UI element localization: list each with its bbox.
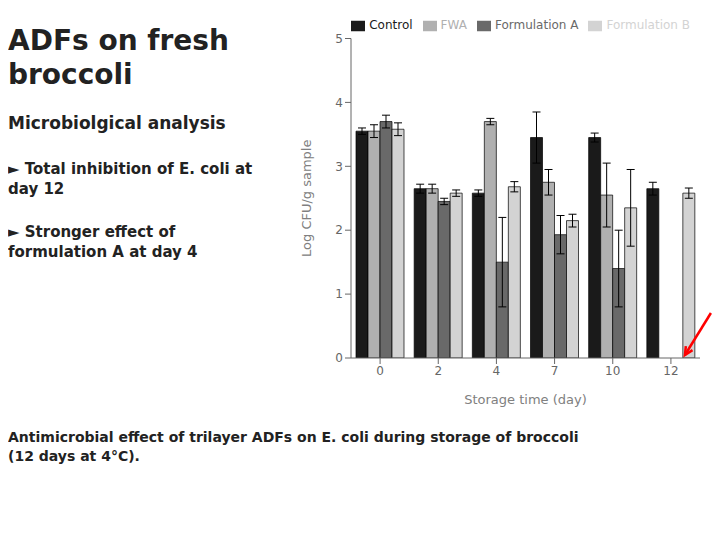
svg-text:2: 2 (335, 223, 343, 237)
svg-text:4: 4 (493, 364, 501, 378)
svg-text:Log CFU/g sample: Log CFU/g sample (299, 140, 314, 257)
html-text:Control: Control (369, 18, 413, 32)
html-text:Antimicrobial effect of trilay: Antimicrobial effect of trilayer ADFs on… (8, 429, 579, 464)
svg-text:2: 2 (434, 364, 442, 378)
html-text:► Total inhibition of E. coli: ► Total inhibition of E. coli at day 12 (8, 160, 253, 199)
svg-text:3: 3 (335, 160, 343, 174)
svg-text:0: 0 (335, 351, 343, 365)
html-text:► Stronger effect of formulati: ► Stronger effect of formulation A at da… (8, 222, 198, 261)
html-text:FWA: FWA (440, 18, 467, 32)
svg-text:7: 7 (551, 364, 559, 378)
svg-text:4: 4 (335, 96, 343, 110)
svg-text:1: 1 (335, 287, 343, 301)
svg-text:10: 10 (605, 364, 620, 378)
html-text:ADFs on fresh broccoli: ADFs on fresh broccoli (8, 24, 229, 91)
svg-text:0: 0 (376, 364, 384, 378)
html-text:Formulation A: Formulation A (494, 18, 579, 32)
svg-text:5: 5 (335, 32, 343, 46)
html-text:Formulation B: Formulation B (606, 18, 690, 32)
html-text:Microbiolgical analysis: Microbiolgical analysis (8, 113, 226, 134)
svg-text:Storage time (day): Storage time (day) (464, 392, 587, 407)
svg-text:12: 12 (663, 364, 678, 378)
